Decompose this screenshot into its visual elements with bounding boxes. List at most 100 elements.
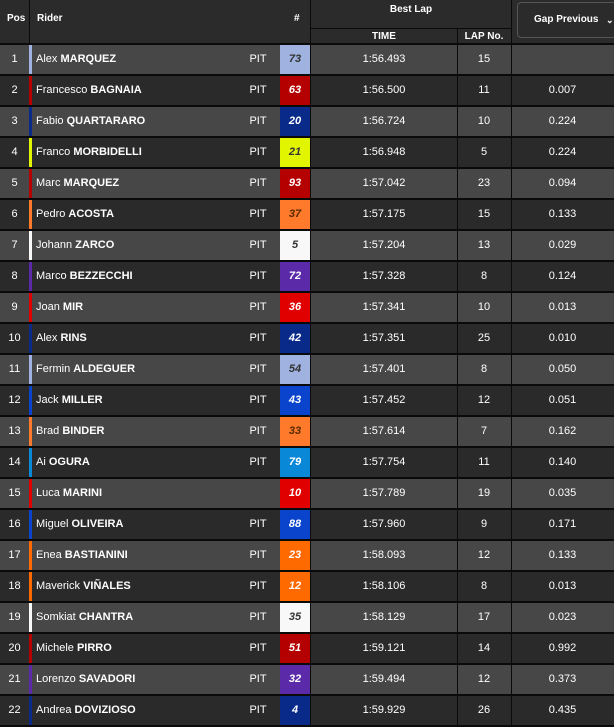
rider-name[interactable]: Johann ZARCO [36, 231, 114, 260]
best-lap-time: 1:57.754 [362, 456, 406, 468]
rider-first-name: Marc [36, 177, 61, 189]
table-row[interactable]: 5 Marc MARQUEZ PIT 93 1:57.042 23 0.094 [0, 169, 614, 200]
team-color-strip [29, 200, 32, 229]
table-row[interactable]: 2 Francesco BAGNAIA PIT 63 1:56.500 11 0… [0, 76, 614, 107]
rider-name[interactable]: Alex RINS [36, 324, 87, 353]
position: 19 [8, 611, 21, 623]
table-row[interactable]: 6 Pedro ACOSTA PIT 37 1:57.175 15 0.133 [0, 200, 614, 231]
pit-indicator: PIT [249, 177, 267, 189]
position: 11 [8, 363, 21, 375]
divider [511, 200, 512, 229]
best-lap-time: 1:57.175 [362, 208, 406, 220]
team-color-strip [29, 479, 32, 508]
divider [310, 231, 311, 260]
position: 6 [11, 208, 18, 220]
rider-first-name: Joan [36, 301, 60, 313]
divider [511, 107, 512, 136]
table-row[interactable]: 7 Johann ZARCO PIT 5 1:57.204 13 0.029 [0, 231, 614, 262]
position: 15 [8, 487, 21, 499]
rider-name[interactable]: Lorenzo SAVADORI [36, 665, 135, 694]
rider-number-badge: 21 [280, 138, 310, 167]
table-row[interactable]: 12 Jack MILLER PIT 43 1:57.452 12 0.051 [0, 386, 614, 417]
rider-name[interactable]: Brad BINDER [36, 417, 104, 446]
rider-name[interactable]: Fermin ALDEGUER [36, 355, 135, 384]
rider-last-name: MARQUEZ [63, 177, 120, 189]
table-row[interactable]: 18 Maverick VIÑALES PIT 12 1:58.106 8 0.… [0, 572, 614, 603]
rider-name[interactable]: Franco MORBIDELLI [36, 138, 142, 167]
table-row[interactable]: 3 Fabio QUARTARARO PIT 20 1:56.724 10 0.… [0, 107, 614, 138]
rider-name[interactable]: Andrea DOVIZIOSO [36, 696, 136, 725]
divider [457, 541, 458, 570]
rider-number-badge: 4 [280, 696, 310, 725]
table-row[interactable]: 15 Luca MARINI 10 1:57.789 19 0.035 [0, 479, 614, 510]
rider-name[interactable]: Pedro ACOSTA [36, 200, 114, 229]
gap-select-dropdown[interactable]: Gap Previous ⌄ [517, 2, 614, 38]
table-row[interactable]: 1 Alex MARQUEZ PIT 73 1:56.493 15 [0, 45, 614, 76]
rider-name[interactable]: Somkiat CHANTRA [36, 603, 133, 632]
best-lap-time: 1:57.789 [362, 487, 406, 499]
divider [310, 262, 311, 291]
lap-number: 8 [480, 270, 488, 282]
table-row[interactable]: 13 Brad BINDER PIT 33 1:57.614 7 0.162 [0, 417, 614, 448]
table-row[interactable]: 21 Lorenzo SAVADORI PIT 32 1:59.494 12 0… [0, 665, 614, 696]
table-row[interactable]: 10 Alex RINS PIT 42 1:57.351 25 0.010 [0, 324, 614, 355]
gap-previous: 0.007 [548, 84, 577, 96]
team-color-strip [29, 634, 32, 663]
team-color-strip [29, 107, 32, 136]
pit-indicator: PIT [249, 115, 267, 127]
pit-indicator: PIT [249, 332, 267, 344]
rider-name[interactable]: Ai OGURA [36, 448, 90, 477]
table-row[interactable]: 20 Michele PIRRO PIT 51 1:59.121 14 0.99… [0, 634, 614, 665]
rider-number-badge: 73 [280, 45, 310, 74]
rider-last-name: MARQUEZ [60, 53, 117, 65]
pit-indicator: PIT [249, 704, 267, 716]
rider-last-name: DOVIZIOSO [74, 704, 136, 716]
table-row[interactable]: 22 Andrea DOVIZIOSO PIT 4 1:59.929 26 0.… [0, 696, 614, 727]
pit-indicator: PIT [249, 301, 267, 313]
best-lap-time: 1:57.042 [362, 177, 406, 189]
rider-last-name: BINDER [62, 425, 105, 437]
table-row[interactable]: 19 Somkiat CHANTRA PIT 35 1:58.129 17 0.… [0, 603, 614, 634]
table-row[interactable]: 14 Ai OGURA PIT 79 1:57.754 11 0.140 [0, 448, 614, 479]
gap-previous: 0.050 [548, 363, 577, 375]
table-row[interactable]: 17 Enea BASTIANINI PIT 23 1:58.093 12 0.… [0, 541, 614, 572]
rider-number-badge: 42 [280, 324, 310, 353]
rider-name[interactable]: Luca MARINI [36, 479, 102, 508]
divider [310, 45, 311, 74]
table-row[interactable]: 8 Marco BEZZECCHI PIT 72 1:57.328 8 0.12… [0, 262, 614, 293]
rider-number-badge: 32 [280, 665, 310, 694]
rider-name[interactable]: Jack MILLER [36, 386, 103, 415]
table-row[interactable]: 4 Franco MORBIDELLI PIT 21 1:56.948 5 0.… [0, 138, 614, 169]
position: 22 [8, 704, 21, 716]
divider [310, 200, 311, 229]
rider-name[interactable]: Joan MIR [36, 293, 83, 322]
pit-indicator: PIT [249, 53, 267, 65]
rider-name[interactable]: Marco BEZZECCHI [36, 262, 133, 291]
pit-indicator: PIT [249, 456, 267, 468]
rider-name[interactable]: Francesco BAGNAIA [36, 76, 142, 105]
gap-previous: 0.010 [548, 332, 577, 344]
rider-name[interactable]: Fabio QUARTARARO [36, 107, 145, 136]
rider-name[interactable]: Michele PIRRO [36, 634, 112, 663]
divider [457, 324, 458, 353]
rider-name[interactable]: Marc MARQUEZ [36, 169, 119, 198]
divider [310, 634, 311, 663]
rider-name[interactable]: Alex MARQUEZ [36, 45, 116, 74]
best-lap-time: 1:56.493 [362, 53, 406, 65]
rider-name[interactable]: Maverick VIÑALES [36, 572, 131, 601]
best-lap-time: 1:59.121 [362, 642, 406, 654]
rider-name[interactable]: Enea BASTIANINI [36, 541, 128, 570]
divider [310, 138, 311, 167]
rider-last-name: OGURA [48, 456, 90, 468]
rider-name[interactable]: Miguel OLIVEIRA [36, 510, 123, 539]
lap-number: 26 [477, 704, 491, 716]
divider [311, 28, 511, 29]
gap-previous: 0.162 [548, 425, 577, 437]
table-row[interactable]: 11 Fermin ALDEGUER PIT 54 1:57.401 8 0.0… [0, 355, 614, 386]
table-row[interactable]: 9 Joan MIR PIT 36 1:57.341 10 0.013 [0, 293, 614, 324]
gap-previous: 0.435 [548, 704, 577, 716]
divider [310, 510, 311, 539]
divider [310, 355, 311, 384]
position: 3 [11, 115, 18, 127]
table-row[interactable]: 16 Miguel OLIVEIRA PIT 88 1:57.960 9 0.1… [0, 510, 614, 541]
